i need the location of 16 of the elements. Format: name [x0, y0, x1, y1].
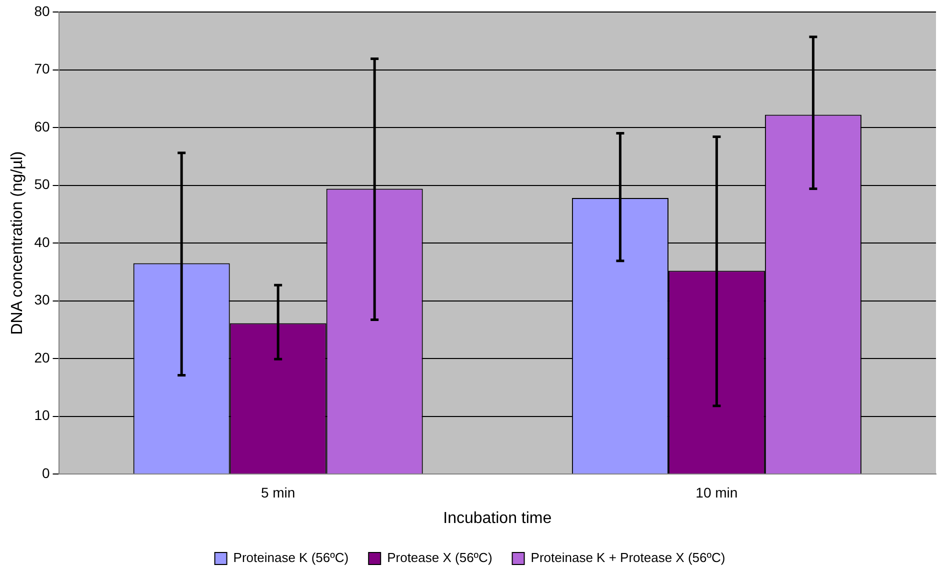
x-tick-label: 10 min [696, 484, 738, 500]
y-tick-label: 20 [34, 349, 50, 366]
x-tick-label: 5 min [260, 484, 296, 500]
legend-label: Proteinase K (56ºC) [233, 550, 349, 566]
y-tick-label: 70 [34, 60, 50, 77]
y-tick-label: 50 [34, 176, 50, 192]
y-axis-title: DNA concentration (ng/µl) [9, 151, 26, 335]
x-axis-title: Incubation time [443, 510, 552, 527]
y-tick-label: 40 [34, 234, 50, 250]
y-tick-label: 30 [34, 292, 50, 308]
legend-label: Proteinase K + Protease X (56ºC) [530, 550, 726, 566]
y-tick-label: 0 [42, 464, 50, 481]
legend-label: Protease X (56ºC) [387, 550, 492, 566]
y-tick-label: 10 [34, 407, 50, 424]
y-tick-label: 80 [34, 2, 50, 19]
y-tick-label: 60 [34, 118, 50, 134]
